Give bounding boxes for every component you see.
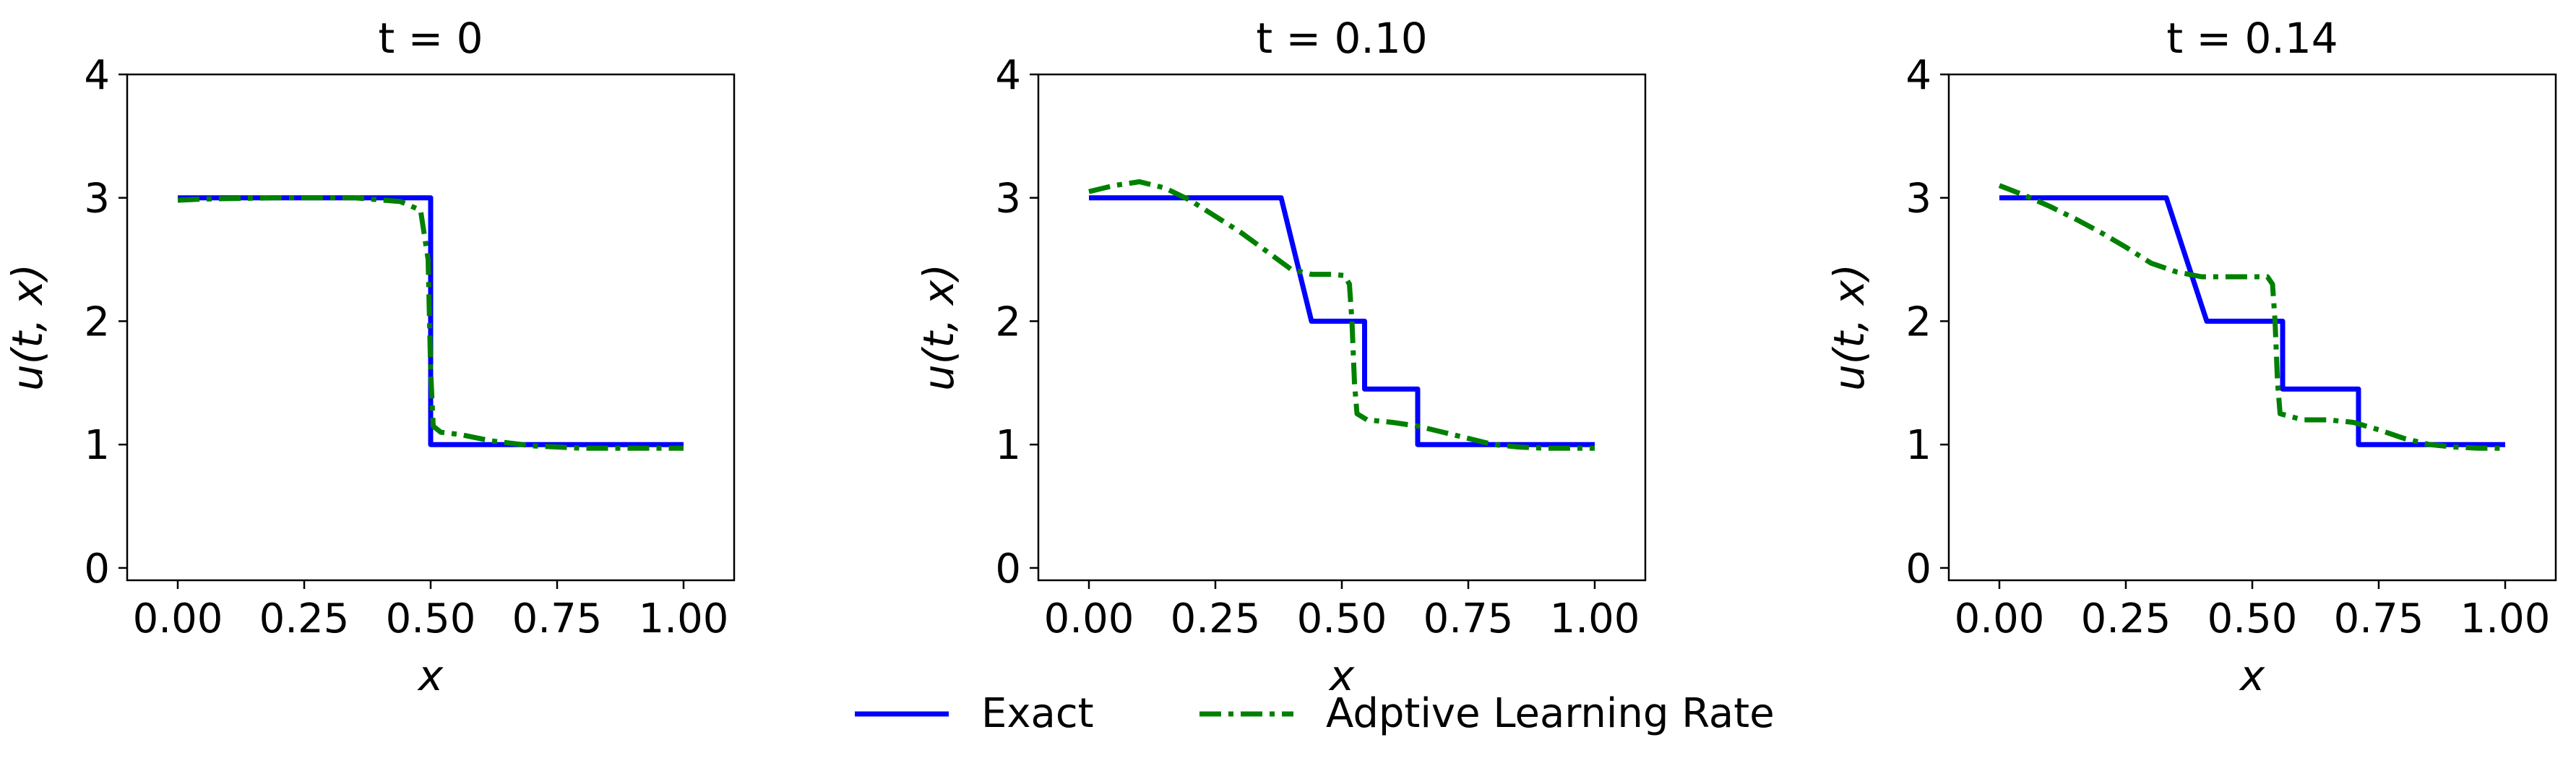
- subplot-title: t = 0.14: [2166, 14, 2338, 63]
- y-tick-label: 3: [84, 176, 110, 223]
- y-tick-label: 3: [1905, 176, 1931, 223]
- y-axis-label: u(t, x): [3, 264, 52, 391]
- series-line-adaptive: [1088, 179, 1595, 451]
- y-tick-label: 3: [995, 176, 1021, 223]
- x-axis-label: x: [417, 651, 444, 700]
- series-line-adaptive: [177, 195, 684, 451]
- y-tick-label: 0: [84, 546, 110, 593]
- x-tick-label: 0.50: [1297, 595, 1387, 642]
- x-tick-label: 0.00: [1044, 595, 1134, 642]
- x-tick-label: 0.00: [1955, 595, 2045, 642]
- x-tick-label: 0.50: [386, 595, 476, 642]
- y-tick-label: 2: [1905, 298, 1931, 345]
- y-tick-label: 2: [995, 298, 1021, 345]
- y-tick-label: 2: [84, 298, 110, 345]
- x-tick-label: 0.75: [2334, 595, 2424, 642]
- y-tick-label: 4: [1905, 52, 1931, 99]
- y-tick-label: 1: [84, 422, 110, 469]
- y-tick-label: 1: [995, 422, 1021, 469]
- x-axis-label: x: [1328, 651, 1355, 700]
- subplot-1: 0.00 0.25 0.50 0.75 1.00 0 1 2 3 4 t = 0 x u(t, x): [3, 14, 736, 700]
- axes-frame: [1947, 73, 2557, 582]
- y-tick-label: 0: [1905, 546, 1931, 593]
- x-tick-label: 0.25: [2081, 595, 2171, 642]
- x-tick-label: 0.75: [512, 595, 603, 642]
- x-tick-label: 1.00: [2460, 595, 2551, 642]
- subplot-3: 0.00 0.25 0.50 0.75 1.00 0 1 2 3 4 t = 0.14 x u(t, x…: [1825, 14, 2557, 700]
- subplot-title: t = 0: [378, 14, 483, 63]
- series-line-exact: [1999, 195, 2505, 447]
- x-tick-label: 0.25: [259, 595, 350, 642]
- x-tick-label: 0.50: [2207, 595, 2298, 642]
- y-tick-label: 4: [84, 52, 110, 99]
- y-tick-label: 1: [1905, 422, 1931, 469]
- subplot-title: t = 0.10: [1256, 14, 1427, 63]
- subplot-2: 0.00 0.25 0.50 0.75 1.00 0 1 2 3 4 t = 0.10 x u(t, x…: [914, 14, 1647, 700]
- x-tick-label: 0.75: [1423, 595, 1514, 642]
- y-axis-label: u(t, x): [1825, 264, 1874, 391]
- x-tick-label: 0.00: [133, 595, 223, 642]
- y-tick-label: 4: [995, 52, 1021, 99]
- series-line-adaptive: [1998, 183, 2505, 451]
- x-axis-label: x: [2239, 651, 2265, 700]
- y-tick-label: 0: [995, 546, 1021, 593]
- x-tick-label: 1.00: [639, 595, 729, 642]
- y-axis-label: u(t, x): [914, 264, 963, 391]
- legend-adaptive-label: Adptive Learning Rate: [1326, 690, 1775, 737]
- legend: Exact Adptive Learning Rate: [855, 690, 1775, 737]
- series-line-exact: [1089, 195, 1595, 447]
- x-tick-label: 1.00: [1550, 595, 1640, 642]
- legend-exact-label: Exact: [981, 690, 1094, 737]
- x-tick-label: 0.25: [1171, 595, 1261, 642]
- axes-frame: [1037, 73, 1647, 582]
